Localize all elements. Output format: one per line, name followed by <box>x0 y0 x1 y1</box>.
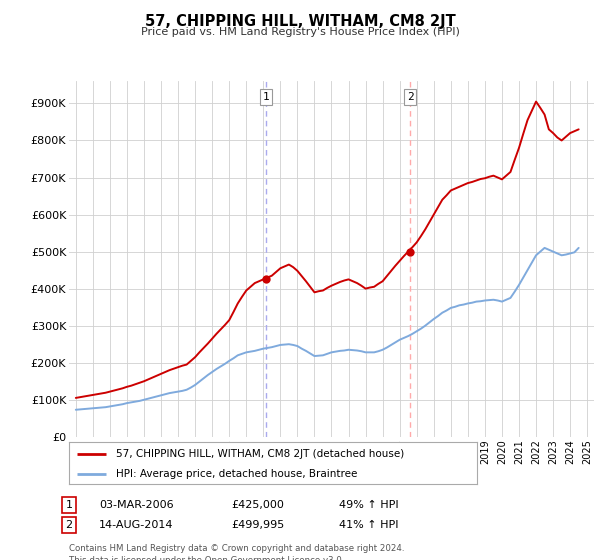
Text: 2: 2 <box>407 92 413 102</box>
Text: 1: 1 <box>65 500 73 510</box>
Text: 41% ↑ HPI: 41% ↑ HPI <box>339 520 398 530</box>
Text: 03-MAR-2006: 03-MAR-2006 <box>99 500 173 510</box>
Text: Contains HM Land Registry data © Crown copyright and database right 2024.
This d: Contains HM Land Registry data © Crown c… <box>69 544 404 560</box>
Text: 2: 2 <box>65 520 73 530</box>
Text: £425,000: £425,000 <box>231 500 284 510</box>
Text: 57, CHIPPING HILL, WITHAM, CM8 2JT (detached house): 57, CHIPPING HILL, WITHAM, CM8 2JT (deta… <box>116 449 404 459</box>
Text: 49% ↑ HPI: 49% ↑ HPI <box>339 500 398 510</box>
Text: 1: 1 <box>263 92 269 102</box>
Text: HPI: Average price, detached house, Braintree: HPI: Average price, detached house, Brai… <box>116 469 357 479</box>
Text: 57, CHIPPING HILL, WITHAM, CM8 2JT: 57, CHIPPING HILL, WITHAM, CM8 2JT <box>145 14 455 29</box>
Text: 14-AUG-2014: 14-AUG-2014 <box>99 520 173 530</box>
Text: Price paid vs. HM Land Registry's House Price Index (HPI): Price paid vs. HM Land Registry's House … <box>140 27 460 37</box>
Text: £499,995: £499,995 <box>231 520 284 530</box>
